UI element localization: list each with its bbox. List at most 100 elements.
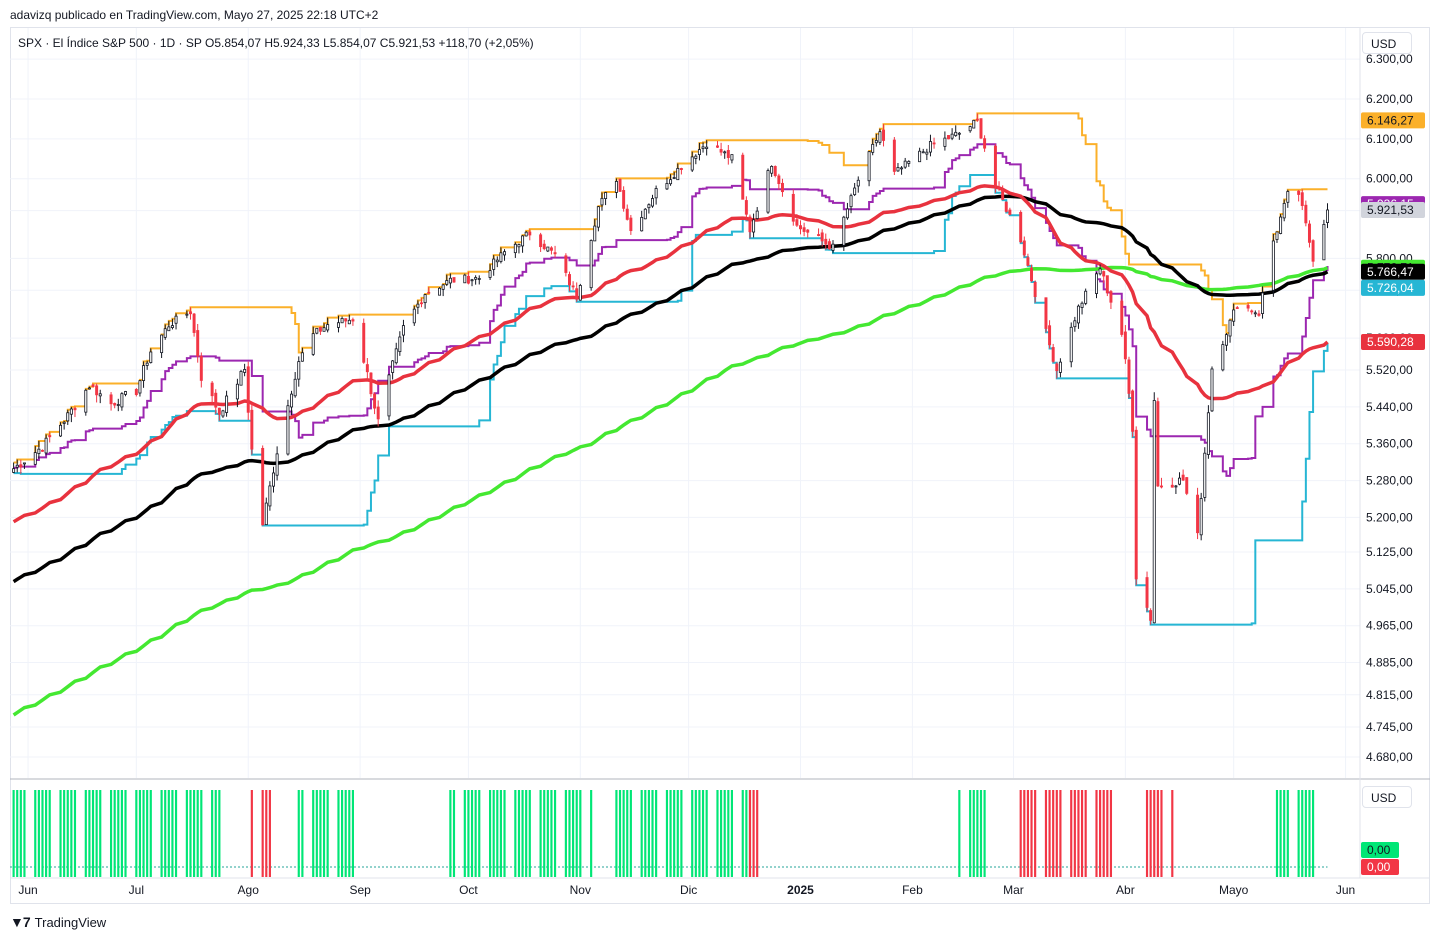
histogram-bar xyxy=(488,790,492,877)
candle xyxy=(575,288,579,300)
histogram-bar xyxy=(644,790,647,877)
histogram-bar xyxy=(167,790,170,877)
candle xyxy=(1250,310,1254,313)
candle xyxy=(643,208,647,220)
histogram-bar xyxy=(59,790,62,877)
candle xyxy=(622,190,626,209)
candle xyxy=(243,369,247,373)
histogram-bar xyxy=(1080,790,1084,877)
candle xyxy=(542,243,546,250)
candle xyxy=(160,334,164,354)
histogram-bar xyxy=(19,790,22,877)
ma-red-line xyxy=(12,184,1329,524)
histogram-bar xyxy=(1311,790,1315,877)
donchian-upper-line xyxy=(13,112,1328,464)
candle xyxy=(1008,209,1012,215)
candle xyxy=(932,142,936,145)
candle xyxy=(625,208,629,220)
candle xyxy=(463,274,467,284)
histogram-bar xyxy=(528,790,531,877)
candle xyxy=(19,464,23,468)
last-price-value: 5.921,53 xyxy=(1367,203,1414,217)
candle xyxy=(1055,363,1059,372)
candle xyxy=(116,404,120,406)
x-tick-label: Ago xyxy=(238,883,260,897)
histogram-bar xyxy=(1059,790,1062,877)
histogram-bar xyxy=(622,790,625,877)
candle xyxy=(524,231,528,237)
candle xyxy=(48,435,52,438)
candle xyxy=(1134,429,1138,580)
candle xyxy=(1069,326,1073,363)
candle xyxy=(1058,361,1062,373)
candle xyxy=(716,145,719,148)
histogram-bar xyxy=(142,790,145,877)
candle xyxy=(928,141,932,153)
histogram-bar xyxy=(341,790,344,877)
candle xyxy=(210,382,214,397)
candle xyxy=(347,319,351,325)
candle xyxy=(69,408,73,415)
candle xyxy=(748,216,752,233)
candle xyxy=(503,251,507,256)
candle xyxy=(59,424,63,437)
candle xyxy=(1326,209,1329,223)
histogram-bar xyxy=(579,790,582,877)
candle xyxy=(1224,334,1228,346)
y-tick-label: 5.125,00 xyxy=(1366,545,1413,559)
candle xyxy=(1185,477,1189,494)
histogram-bar xyxy=(449,790,452,877)
histogram-bar xyxy=(34,790,37,877)
currency-selector-lower[interactable]: USD xyxy=(1362,786,1412,808)
candle xyxy=(87,387,91,390)
histogram-bar xyxy=(1099,790,1102,877)
candle xyxy=(398,336,402,353)
histogram-bar xyxy=(669,790,672,877)
histogram-bar xyxy=(265,790,268,877)
histogram-bar xyxy=(1153,790,1156,877)
histogram-bar xyxy=(1171,790,1174,877)
histogram-bar xyxy=(326,790,329,877)
histogram-bar xyxy=(553,790,557,877)
candle xyxy=(373,393,377,409)
donchian-lower-value: 5.726,04 xyxy=(1367,281,1414,295)
histogram-bar xyxy=(698,790,701,877)
histogram-bar xyxy=(463,790,466,877)
candle xyxy=(517,244,521,248)
candle xyxy=(188,311,192,315)
ma-red-value: 5.590,28 xyxy=(1367,335,1414,349)
histogram-bar xyxy=(665,790,669,877)
candle xyxy=(705,146,709,149)
candle xyxy=(521,235,525,247)
candle xyxy=(1120,300,1124,335)
histogram-bar xyxy=(1301,790,1304,877)
candle xyxy=(1210,368,1214,412)
lower-value-green: 0,00 xyxy=(1367,843,1391,857)
candle xyxy=(817,234,821,236)
candle xyxy=(1304,204,1308,224)
candle xyxy=(351,319,355,322)
candle xyxy=(755,210,759,219)
histogram-bar xyxy=(730,790,734,877)
donchian-lower-line xyxy=(13,173,1329,626)
candle xyxy=(1232,309,1236,322)
currency-selector-main[interactable]: USD xyxy=(1362,32,1412,54)
candle xyxy=(264,502,268,526)
histogram-bar xyxy=(1052,790,1055,877)
candle xyxy=(1152,400,1156,624)
candle xyxy=(629,217,633,232)
candle xyxy=(33,452,37,465)
histogram-bar xyxy=(745,790,748,877)
candle xyxy=(394,348,398,364)
candle xyxy=(1159,485,1163,488)
candle xyxy=(690,156,694,171)
histogram-bar xyxy=(640,790,643,877)
candle xyxy=(1149,610,1153,621)
candle xyxy=(1030,267,1034,282)
histogram-bar xyxy=(146,790,149,877)
candle xyxy=(1109,291,1113,303)
candle xyxy=(499,252,503,262)
candle xyxy=(676,168,680,181)
y-tick-label: 5.520,00 xyxy=(1366,363,1413,377)
